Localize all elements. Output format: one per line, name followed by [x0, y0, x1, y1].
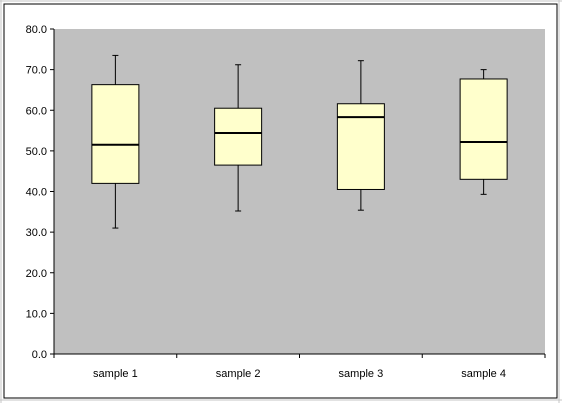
y-tick-label: 80.0: [26, 24, 47, 36]
box-4: [459, 69, 508, 195]
box-3: [336, 60, 385, 211]
y-tick-label: 30.0: [26, 227, 47, 239]
y-tick-label: 50.0: [26, 146, 47, 158]
y-tick-label: 0.0: [32, 349, 47, 361]
y-axis: 0.0 10.0 20.0 30.0 40.0 50.0 60.0 70.0 80.0: [26, 24, 55, 361]
y-tick-label: 60.0: [26, 105, 47, 117]
plot-area: [54, 29, 545, 354]
x-tick-label: sample 2: [216, 368, 261, 380]
x-axis: sample 1 sample 2 sample 3 sample 4: [53, 353, 546, 380]
iqr-box: [214, 107, 263, 166]
x-tick-label: sample 4: [461, 368, 506, 380]
x-tick-label: sample 3: [339, 368, 384, 380]
box-1: [91, 54, 140, 229]
x-tick-label: sample 1: [93, 368, 138, 380]
box-series: [91, 54, 508, 229]
box-2: [214, 64, 263, 212]
y-tick-label: 40.0: [26, 187, 47, 199]
y-tick-label: 70.0: [26, 65, 47, 77]
y-tick-label: 10.0: [26, 308, 47, 320]
iqr-box: [91, 84, 140, 184]
y-tick-label: 20.0: [26, 268, 47, 280]
iqr-box: [459, 78, 508, 180]
